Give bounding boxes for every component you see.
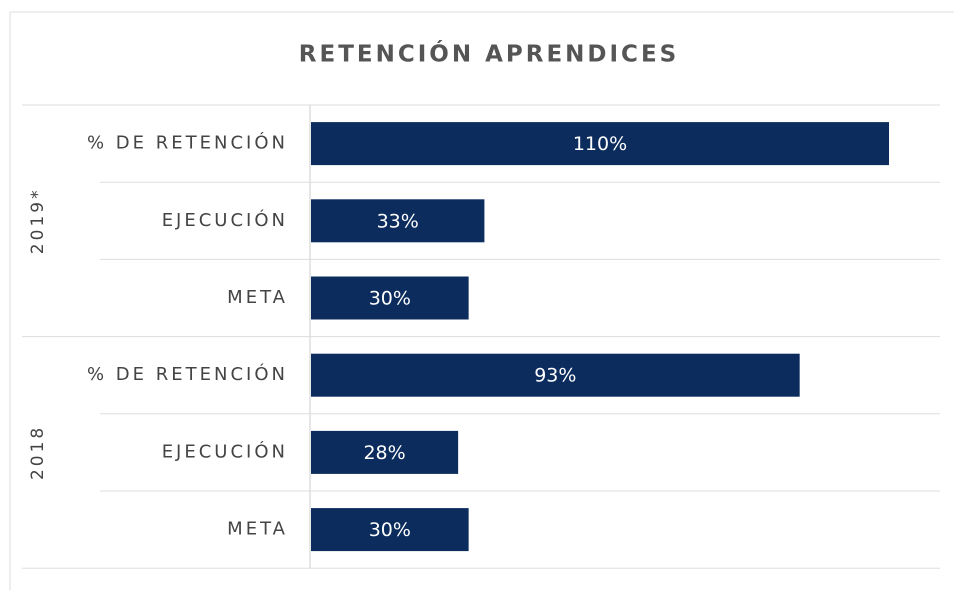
- group-label: 2018: [28, 425, 48, 480]
- category-label: EJECUCIÓN: [162, 209, 288, 231]
- bar: [311, 508, 469, 552]
- bar: [311, 276, 469, 320]
- value-label: 93%: [534, 365, 576, 387]
- value-label: 33%: [377, 210, 419, 232]
- category-label: % DE RETENCIÓN: [87, 132, 288, 154]
- chart-title: RETENCIÓN APRENDICES: [299, 40, 679, 68]
- group-label: 2019*: [28, 187, 48, 254]
- category-label: META: [227, 287, 288, 308]
- bar: [311, 122, 889, 166]
- bar: [311, 353, 800, 397]
- category-label: % DE RETENCIÓN: [87, 363, 288, 385]
- bar: [311, 199, 485, 243]
- value-label: 30%: [369, 288, 411, 310]
- bar: [311, 430, 459, 474]
- value-label: 110%: [573, 133, 627, 155]
- category-label: EJECUCIÓN: [162, 440, 288, 462]
- value-label: 28%: [363, 442, 405, 464]
- value-label: 30%: [369, 519, 411, 541]
- category-label: META: [227, 519, 288, 540]
